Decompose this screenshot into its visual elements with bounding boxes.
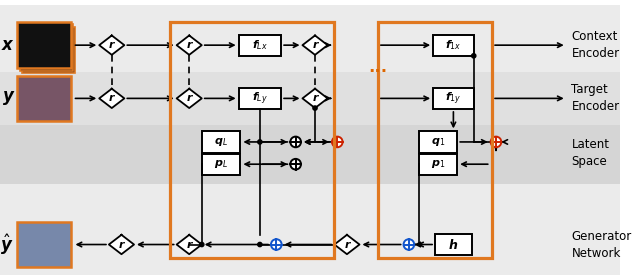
Circle shape	[271, 239, 282, 250]
Circle shape	[313, 106, 317, 110]
Text: $\boldsymbol{q}_L$: $\boldsymbol{q}_L$	[214, 136, 228, 148]
Bar	[239, 88, 281, 109]
Polygon shape	[177, 89, 202, 108]
Text: $\boldsymbol{p}_1$: $\boldsymbol{p}_1$	[431, 158, 445, 170]
Text: $\boldsymbol{y}$: $\boldsymbol{y}$	[1, 89, 15, 108]
Text: Context
Encoder: Context Encoder	[572, 30, 620, 60]
Circle shape	[200, 242, 204, 247]
Text: $\boldsymbol{f}_{Ly}$: $\boldsymbol{f}_{Ly}$	[252, 90, 268, 107]
Bar	[1, 4, 620, 72]
Text: r: r	[118, 239, 124, 249]
Circle shape	[258, 242, 262, 247]
Text: r: r	[312, 94, 317, 103]
Bar	[1, 125, 620, 184]
Bar	[1, 184, 620, 276]
Bar	[378, 22, 492, 258]
Text: $\boldsymbol{q}_1$: $\boldsymbol{q}_1$	[431, 136, 445, 148]
Text: r: r	[109, 94, 115, 103]
Text: Target
Encoder: Target Encoder	[572, 83, 620, 113]
Bar	[433, 88, 474, 109]
Circle shape	[472, 54, 476, 58]
Bar	[20, 24, 73, 71]
Text: $\boldsymbol{f}_{Lx}$: $\boldsymbol{f}_{Lx}$	[252, 38, 268, 52]
Polygon shape	[334, 235, 360, 254]
Bar	[419, 153, 457, 175]
Circle shape	[291, 159, 301, 169]
Circle shape	[258, 140, 262, 144]
Text: $\boldsymbol{f}_{1y}$: $\boldsymbol{f}_{1y}$	[445, 90, 461, 107]
Text: r: r	[186, 94, 192, 103]
Text: r: r	[186, 239, 192, 249]
Polygon shape	[303, 36, 328, 55]
Bar	[419, 131, 457, 153]
Polygon shape	[177, 235, 202, 254]
Polygon shape	[303, 89, 328, 108]
Text: Generator
Network: Generator Network	[572, 230, 632, 260]
Text: r: r	[312, 40, 317, 50]
Text: r: r	[186, 40, 192, 50]
Circle shape	[332, 137, 342, 147]
Bar	[202, 153, 241, 175]
Text: $\hat{\boldsymbol{y}}$: $\hat{\boldsymbol{y}}$	[0, 232, 13, 257]
Bar	[202, 131, 241, 153]
Polygon shape	[109, 235, 134, 254]
Text: $\boldsymbol{h}$: $\boldsymbol{h}$	[448, 237, 458, 251]
Polygon shape	[99, 89, 124, 108]
Polygon shape	[99, 36, 124, 55]
Text: r: r	[344, 239, 349, 249]
Circle shape	[491, 137, 501, 147]
Text: $\boldsymbol{x}$: $\boldsymbol{x}$	[1, 36, 15, 54]
Circle shape	[291, 137, 301, 147]
Text: Latent
Space: Latent Space	[572, 138, 609, 168]
Bar	[435, 234, 472, 255]
Polygon shape	[177, 36, 202, 55]
Text: r: r	[109, 40, 115, 50]
Bar	[17, 22, 70, 68]
Bar	[239, 34, 281, 56]
Text: $\boldsymbol{f}_{1x}$: $\boldsymbol{f}_{1x}$	[445, 38, 461, 52]
Text: ···: ···	[369, 63, 387, 81]
Bar	[22, 27, 76, 73]
Bar	[170, 22, 334, 258]
Text: $\boldsymbol{p}_L$: $\boldsymbol{p}_L$	[214, 158, 228, 170]
Circle shape	[404, 239, 414, 250]
Bar	[17, 222, 70, 267]
Bar	[433, 34, 474, 56]
Bar	[1, 72, 620, 125]
Bar	[17, 76, 70, 121]
